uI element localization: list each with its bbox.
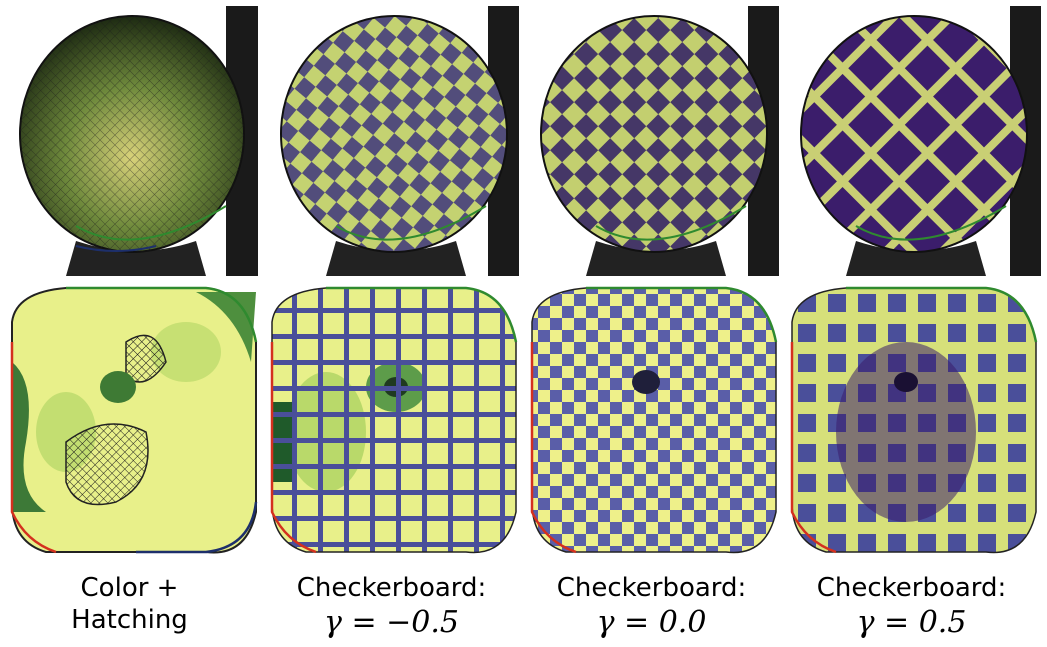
caption-checkerboard-neg: Checkerboard: γ = −0.5	[264, 572, 519, 642]
head-render-checkerboard-pos	[786, 6, 1041, 276]
flat-map-checkerboard-neg	[266, 282, 519, 567]
flat-map-checkerboard-zero	[526, 282, 779, 567]
caption-checkerboard-pos: Checkerboard: γ = 0.5	[784, 572, 1039, 642]
caption-gamma: γ = −0.5	[324, 605, 459, 640]
head-render-checkerboard-zero	[526, 6, 779, 276]
flat-map-color-hatching	[6, 282, 258, 567]
caption-gamma: γ = 0.5	[856, 605, 967, 640]
caption-line1: Checkerboard:	[296, 573, 487, 603]
caption-line1: Checkerboard:	[556, 573, 747, 603]
caption-gamma: γ = 0.0	[596, 605, 707, 640]
caption-color-hatching: Color + Hatching	[2, 572, 257, 636]
caption-line1: Color +	[80, 573, 179, 603]
caption-line2: Hatching	[71, 605, 188, 635]
caption-line1: Checkerboard:	[816, 573, 1007, 603]
head-render-checkerboard-neg	[266, 6, 519, 276]
flat-map-checkerboard-pos	[786, 282, 1041, 567]
caption-checkerboard-zero: Checkerboard: γ = 0.0	[524, 572, 779, 642]
head-render-color-hatching	[6, 6, 258, 276]
